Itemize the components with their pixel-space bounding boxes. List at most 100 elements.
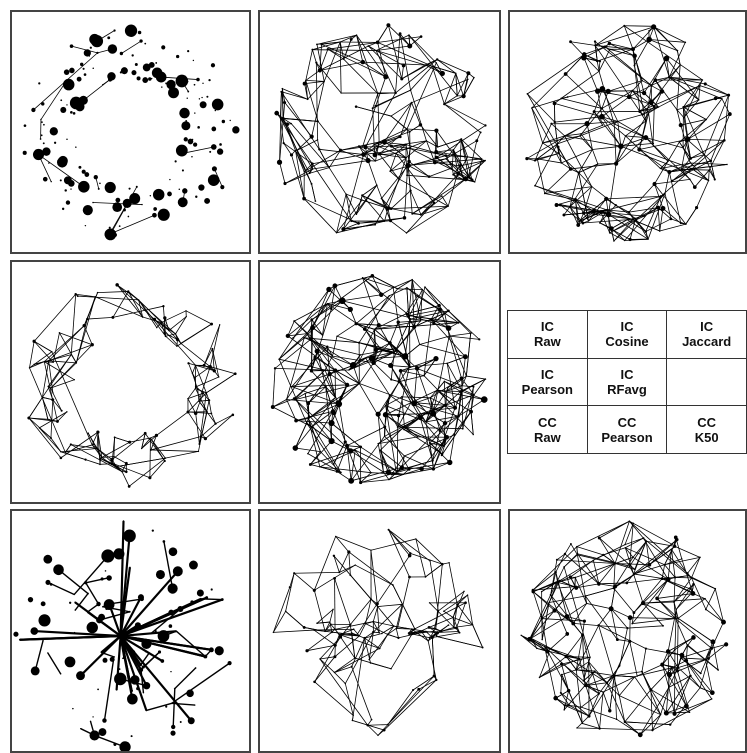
node — [445, 154, 448, 157]
node — [332, 355, 333, 356]
node — [400, 465, 404, 469]
node — [278, 358, 280, 360]
edge — [206, 374, 235, 393]
edge — [428, 631, 434, 641]
edge — [449, 333, 470, 336]
node — [328, 167, 329, 168]
node — [379, 293, 383, 297]
node — [532, 590, 535, 593]
node — [437, 390, 438, 391]
node — [670, 218, 673, 221]
node — [396, 348, 397, 350]
node-group — [23, 25, 240, 241]
node — [354, 449, 356, 451]
node — [676, 50, 678, 52]
node — [87, 593, 89, 595]
node — [228, 661, 232, 665]
node — [200, 598, 201, 599]
node — [452, 173, 454, 175]
node — [723, 139, 726, 142]
node — [170, 671, 171, 672]
edge — [334, 658, 354, 672]
edge — [600, 728, 653, 730]
node — [557, 145, 560, 148]
node — [290, 153, 293, 156]
edge — [410, 553, 442, 564]
edge — [296, 411, 333, 420]
edge — [391, 366, 410, 368]
node — [156, 327, 157, 328]
node — [50, 583, 53, 586]
node — [646, 37, 652, 43]
edge — [632, 618, 678, 623]
node — [355, 105, 358, 108]
node — [336, 232, 337, 233]
node — [399, 136, 402, 139]
node — [560, 692, 562, 694]
node — [397, 637, 399, 639]
node — [84, 172, 89, 177]
edge — [444, 611, 453, 617]
edge — [585, 588, 613, 596]
node — [349, 574, 351, 576]
edge — [581, 707, 616, 719]
node — [581, 55, 586, 61]
node — [633, 573, 635, 575]
edge — [332, 336, 336, 356]
node — [624, 721, 626, 723]
node — [429, 560, 430, 561]
edge — [582, 723, 599, 728]
edge — [362, 185, 376, 195]
node — [350, 362, 357, 369]
node — [193, 60, 194, 61]
node — [50, 127, 58, 135]
node — [553, 696, 558, 701]
node — [721, 620, 726, 625]
node — [210, 413, 212, 415]
edge — [433, 336, 449, 413]
node — [336, 401, 342, 407]
node — [96, 52, 98, 54]
node — [319, 658, 320, 659]
node — [654, 78, 658, 82]
node — [171, 725, 175, 729]
edge — [700, 86, 729, 95]
node — [335, 397, 336, 398]
node — [187, 81, 189, 83]
edge — [359, 384, 384, 427]
node — [160, 321, 162, 323]
node — [648, 563, 652, 567]
node — [429, 442, 431, 444]
node — [653, 143, 654, 145]
node — [84, 459, 86, 461]
node — [340, 472, 342, 474]
node — [406, 174, 408, 176]
node — [408, 576, 411, 579]
node — [411, 102, 413, 104]
node — [458, 631, 460, 633]
node — [158, 209, 170, 221]
node — [362, 146, 364, 148]
node — [33, 149, 44, 160]
edge — [292, 385, 347, 387]
legend-row: CC Raw CC Pearson CC K50 — [508, 406, 747, 454]
edge — [565, 136, 621, 146]
node — [370, 472, 371, 473]
node — [667, 672, 672, 677]
edge — [688, 119, 706, 139]
network-panel-ic-cosine — [258, 10, 501, 254]
node — [660, 663, 664, 667]
node — [293, 445, 299, 451]
node — [467, 156, 468, 157]
node — [316, 622, 318, 624]
node — [113, 29, 115, 31]
node — [378, 632, 380, 634]
node — [679, 64, 681, 66]
node — [333, 555, 335, 557]
edge — [408, 159, 482, 165]
edge — [380, 634, 388, 648]
node — [29, 367, 30, 368]
node — [61, 410, 63, 412]
node — [322, 334, 323, 335]
node — [333, 463, 334, 464]
